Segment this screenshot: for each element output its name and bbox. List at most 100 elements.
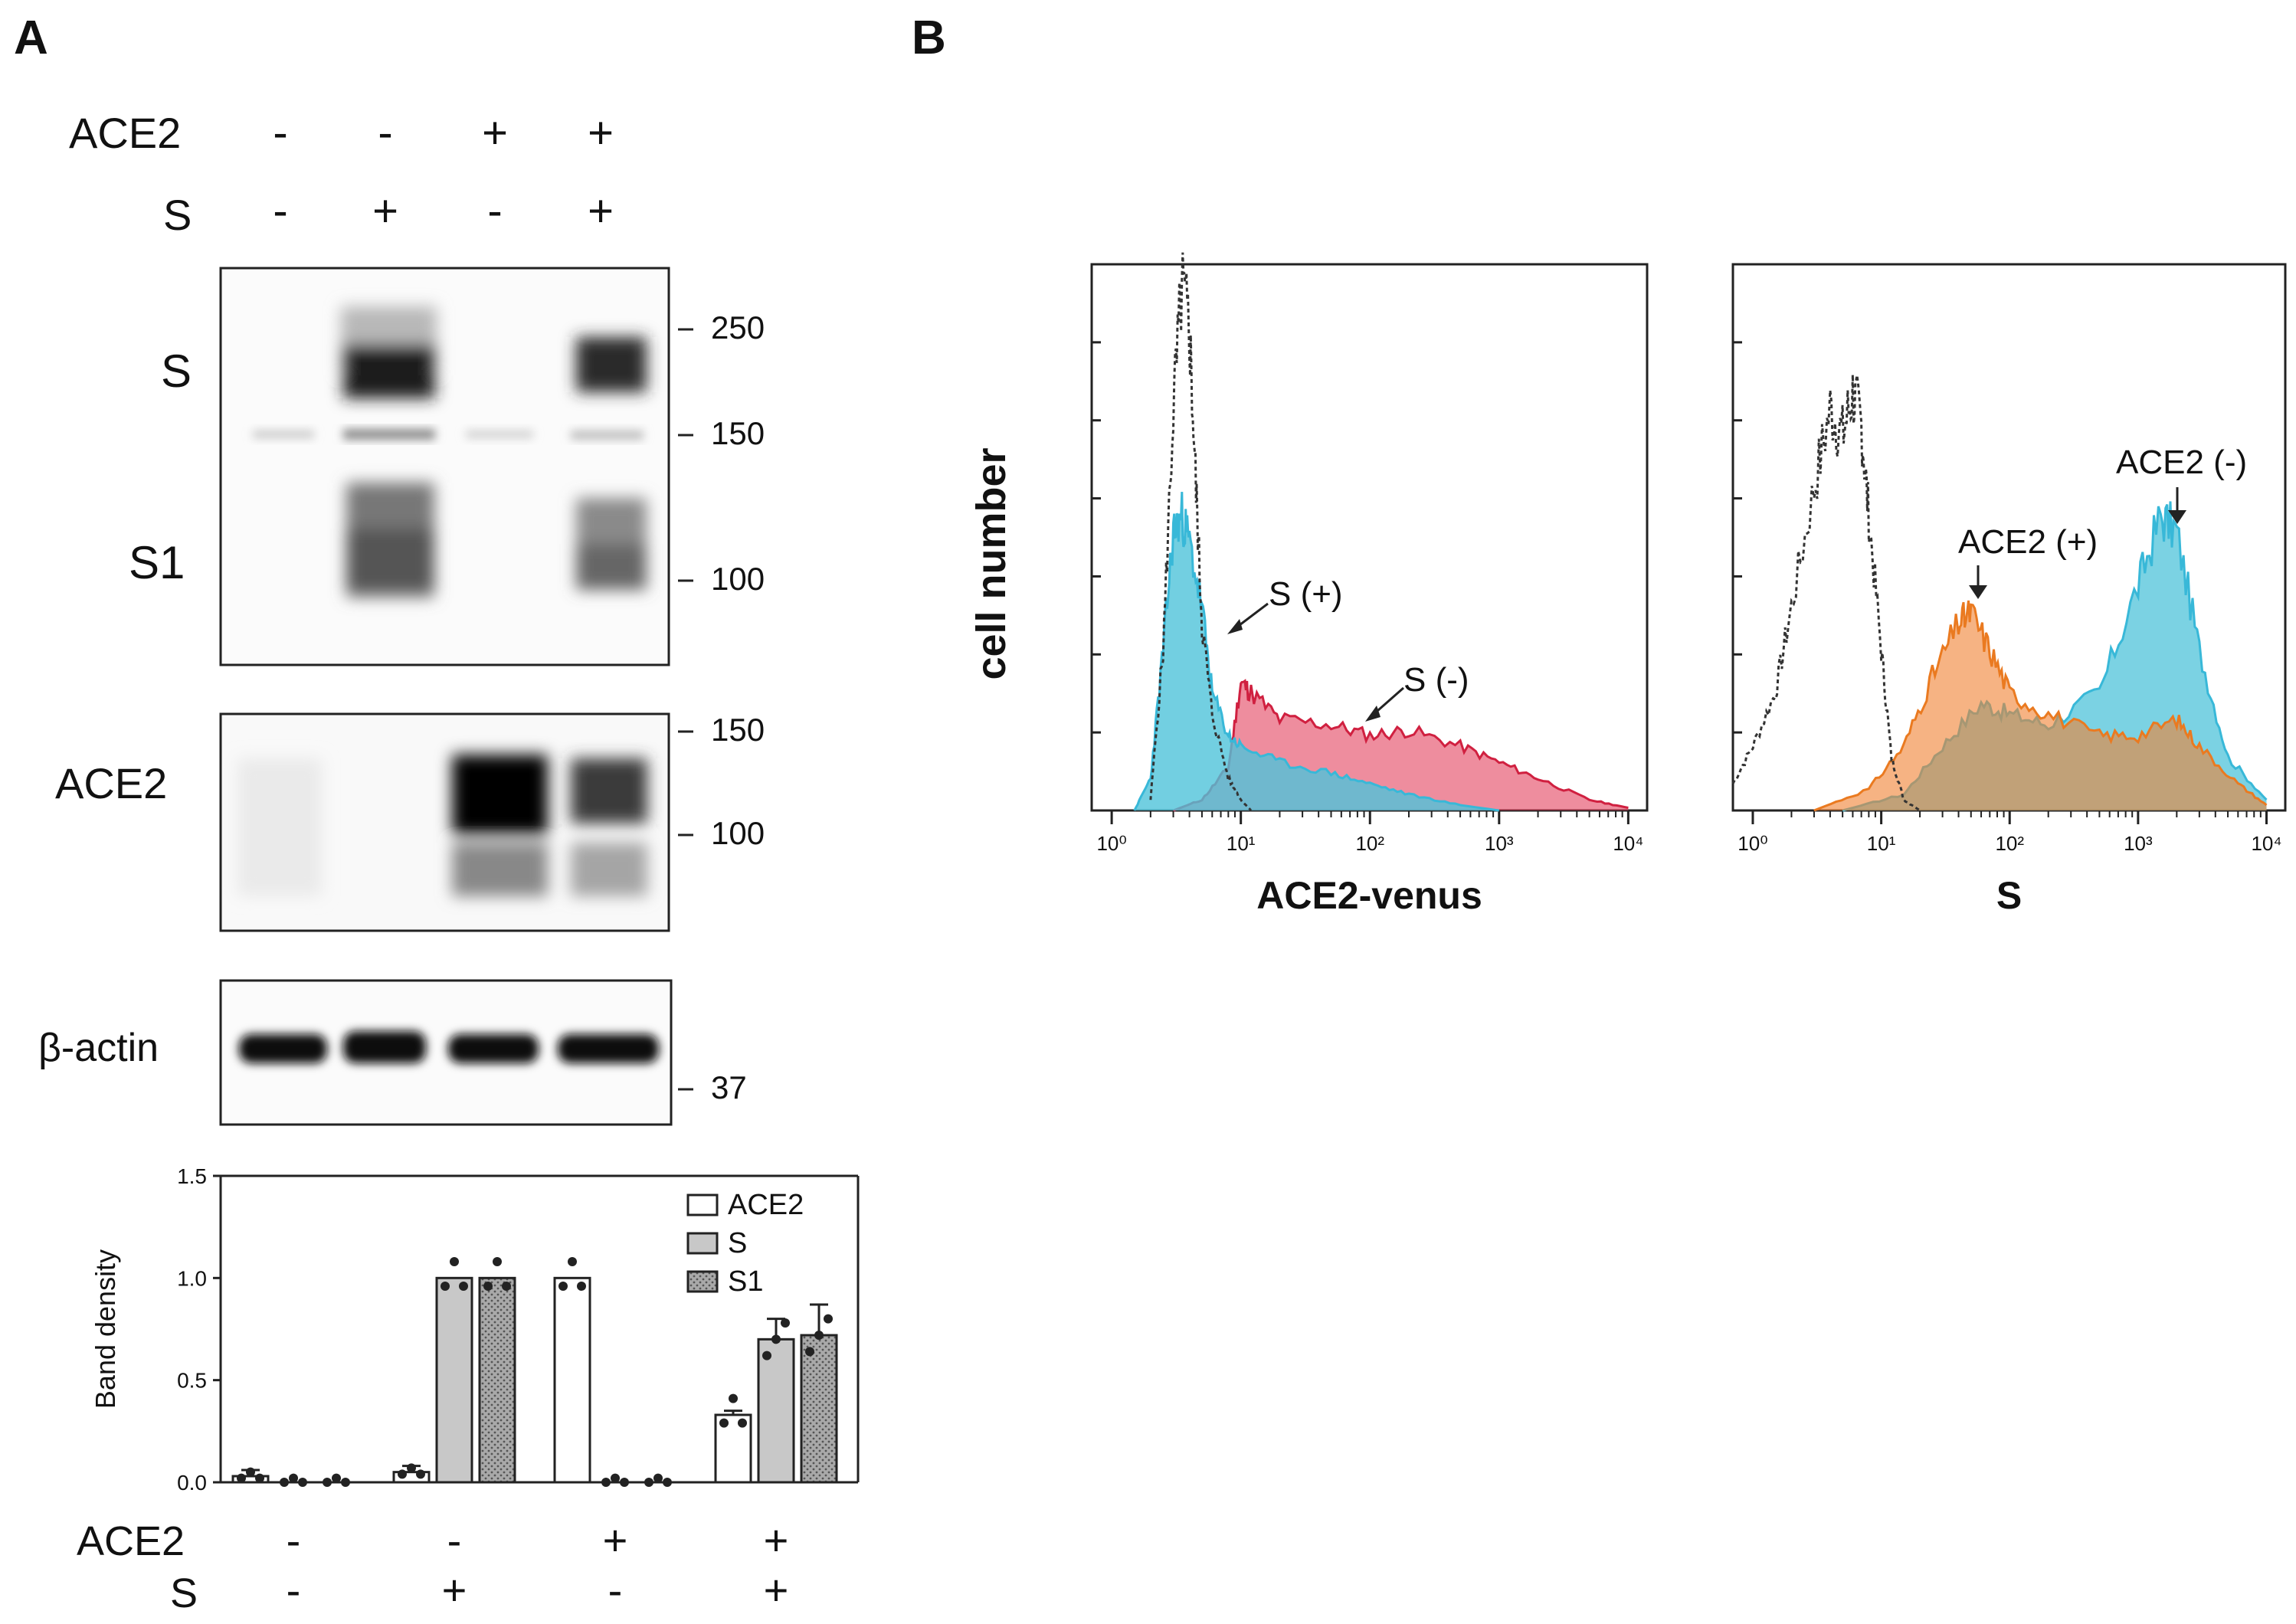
histogram-control: [1149, 252, 1253, 812]
legend-label: S: [728, 1227, 747, 1259]
legend-swatch: [686, 1232, 719, 1255]
data-point: [246, 1467, 255, 1477]
data-point: [280, 1478, 289, 1487]
mw-marker: 150: [711, 415, 765, 451]
data-point: [502, 1282, 511, 1291]
data-point: [398, 1469, 407, 1479]
bar-s: [757, 1338, 795, 1484]
data-point: [824, 1314, 833, 1324]
header-s-label: S: [163, 191, 192, 239]
arrowhead: [2168, 510, 2186, 524]
data-point: [738, 1418, 747, 1428]
cell-number-axis-label: cell number: [968, 447, 1014, 679]
data-point: [441, 1282, 450, 1291]
mw-marker: 250: [711, 309, 765, 345]
s-western-blot: S S1 250 150 100: [129, 267, 765, 666]
data-point: [781, 1318, 790, 1328]
x-axis-label: ACE2-venus: [1256, 874, 1482, 917]
data-point: [298, 1478, 307, 1487]
data-point: [416, 1469, 425, 1479]
data-point: [289, 1473, 298, 1483]
treatment-header: ACE2 S - - + + - + - +: [69, 108, 614, 239]
x-row-ace2-label: ACE2: [77, 1518, 185, 1564]
histogram-control: [1731, 375, 1921, 812]
y-axis-label: Band density: [90, 1249, 121, 1409]
data-point: [762, 1351, 771, 1360]
x-row-s-sign: +: [764, 1566, 789, 1614]
header-ace2-sign: -: [273, 108, 287, 158]
panel-a-label: A: [14, 11, 48, 64]
data-point: [237, 1473, 246, 1483]
y-tick-label: 0.0: [177, 1471, 207, 1495]
histogram-fill: [1813, 601, 2267, 810]
histogram-line: [1133, 492, 1500, 812]
mw-marker: 150: [711, 712, 765, 748]
arrowhead: [1227, 619, 1243, 634]
x-row-s-label: S: [170, 1570, 198, 1616]
data-point: [601, 1478, 611, 1487]
band-label-s1: S1: [129, 537, 185, 588]
right-annotations: ACE2 (+) ACE2 (-): [1958, 444, 2247, 599]
data-point: [332, 1473, 341, 1483]
data-point: [719, 1418, 729, 1428]
band-label-s: S: [161, 345, 192, 397]
x-tick-label: 10⁰: [1096, 832, 1126, 855]
data-point: [459, 1282, 468, 1291]
header-ace2-sign: +: [482, 108, 508, 158]
panel-b-label: B: [912, 11, 946, 64]
mw-marker: 37: [711, 1069, 747, 1105]
data-point: [255, 1473, 264, 1483]
s-histogram: 10⁰ 10¹ 10² 10³ 10⁴ S: [1731, 263, 2287, 917]
annotation-ace2-minus: ACE2 (-): [2116, 444, 2247, 481]
x-row-ace2-sign: -: [287, 1516, 301, 1564]
header-ace2-label: ACE2: [69, 109, 181, 157]
x-row-ace2-sign: +: [764, 1516, 789, 1564]
data-point: [558, 1282, 568, 1291]
band-label-beta-actin: β-actin: [38, 1026, 159, 1070]
annotation-ace2-plus: ACE2 (+): [1958, 523, 2098, 561]
data-point: [729, 1393, 738, 1403]
data-point: [653, 1473, 663, 1483]
data-point: [644, 1478, 653, 1487]
x-row-s-sign: +: [442, 1566, 467, 1614]
y-tick-label: 1.5: [177, 1164, 207, 1188]
x-tick-label: 10⁰: [1738, 832, 1767, 855]
header-s-sign: -: [273, 186, 287, 236]
annotation-s-minus: S (-): [1403, 661, 1469, 699]
data-point: [805, 1347, 814, 1357]
y-tick-label: 1.0: [177, 1266, 207, 1290]
x-row-s-sign: -: [608, 1566, 623, 1614]
data-point: [611, 1473, 620, 1483]
header-ace2-sign: +: [588, 108, 614, 158]
x-tick-label: 10⁴: [2251, 832, 2281, 855]
header-s-sign: +: [588, 186, 614, 236]
data-point: [771, 1334, 781, 1344]
data-point: [568, 1257, 577, 1266]
legend-label: S1: [728, 1265, 763, 1298]
legend-swatch: [686, 1270, 719, 1293]
bar-s1: [800, 1334, 838, 1484]
band-label-ace2: ACE2: [55, 759, 167, 807]
arrowhead: [1969, 585, 1987, 599]
x-tick-label: 10³: [1485, 832, 1514, 855]
left-annotations: S (+) S (-): [1227, 575, 1469, 722]
x-row-s-sign: -: [287, 1566, 301, 1614]
histogram-line: [1813, 600, 2268, 812]
ace2-venus-histogram: 10⁰ 10¹ 10² 10³ 10⁴ ACE2-venus: [1090, 252, 1649, 917]
arrowhead: [1365, 706, 1381, 722]
legend-label: ACE2: [728, 1189, 804, 1221]
x-tick-label: 10²: [1995, 832, 2024, 855]
data-point: [814, 1331, 824, 1340]
legend-swatch: [686, 1193, 719, 1216]
data-point: [493, 1257, 502, 1266]
bar-ace2: [553, 1276, 591, 1484]
x-row-ace2-sign: +: [603, 1516, 628, 1564]
x-tick-label: 10²: [1355, 832, 1384, 855]
data-point: [663, 1478, 672, 1487]
header-s-sign: -: [487, 186, 502, 236]
header-s-sign: +: [372, 186, 398, 236]
y-tick-label: 0.5: [177, 1369, 207, 1393]
data-point: [577, 1282, 586, 1291]
data-point: [323, 1478, 332, 1487]
